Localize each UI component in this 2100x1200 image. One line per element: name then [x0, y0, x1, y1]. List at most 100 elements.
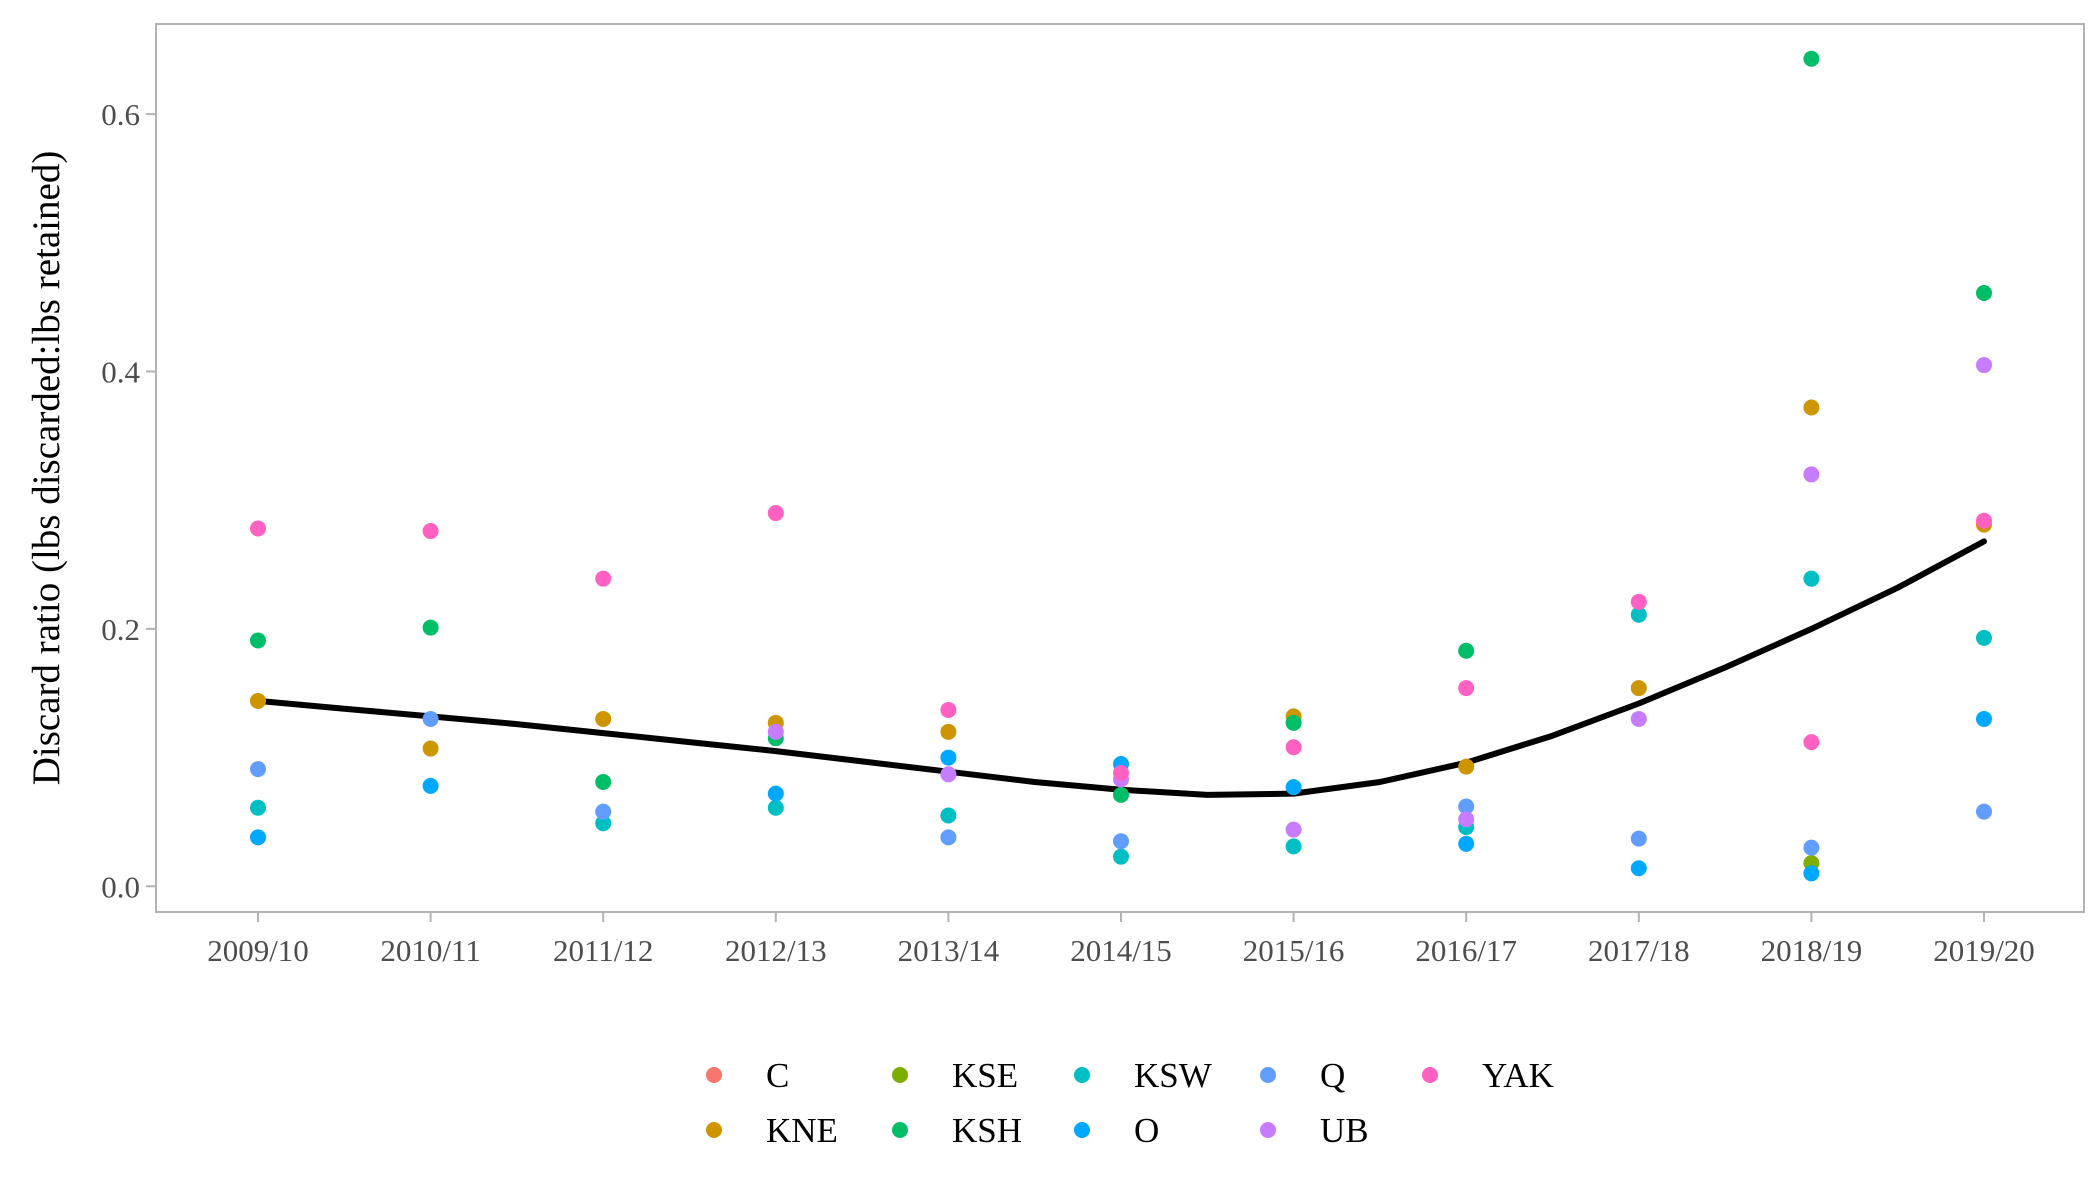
point-ksw — [940, 807, 957, 824]
x-tick-label: 2013/14 — [898, 933, 1000, 968]
point-ksw — [250, 799, 266, 816]
point-ksh — [250, 632, 266, 649]
legend-key — [1260, 1122, 1276, 1138]
legend-label: KSW — [1134, 1056, 1212, 1095]
point-ksh — [1285, 714, 1302, 731]
point-ksh — [595, 774, 612, 791]
x-tick-label: 2010/11 — [380, 933, 480, 968]
point-ksw — [1803, 570, 1820, 587]
point-ksh — [422, 619, 439, 636]
point-ksw — [1630, 606, 1647, 623]
point-o — [1285, 779, 1302, 796]
point-ksw — [1285, 838, 1302, 855]
x-tick-label: 2014/15 — [1070, 933, 1172, 968]
point-ksw — [595, 815, 612, 832]
point-kne — [250, 692, 266, 709]
point-kne — [1803, 399, 1820, 416]
point-o — [1803, 865, 1820, 882]
point-ub — [767, 723, 784, 740]
legend-key — [1074, 1067, 1090, 1083]
legend-label: KSE — [952, 1056, 1018, 1095]
legend-label: C — [766, 1056, 789, 1095]
y-axis: 0.0 0.2 0.4 0.6 — [101, 97, 156, 904]
legend-label: UB — [1320, 1111, 1369, 1150]
point-yak — [1285, 739, 1302, 756]
legend-key — [1260, 1067, 1276, 1083]
point-q — [1458, 798, 1475, 815]
point-q — [1630, 830, 1647, 847]
legend-item-c: C — [706, 1056, 789, 1095]
x-tick-label: 2012/13 — [725, 933, 827, 968]
point-q — [1803, 839, 1820, 856]
point-q — [1976, 803, 1992, 820]
x-tick-label: 2011/12 — [553, 933, 653, 968]
point-o — [422, 777, 439, 794]
point-yak — [1803, 734, 1820, 751]
point-q — [422, 710, 439, 727]
legend-item-yak: YAK — [1422, 1056, 1554, 1095]
legend-item-ub: UB — [1260, 1111, 1369, 1150]
legend-item-o: O — [1074, 1111, 1159, 1150]
y-axis-title: Discard ratio (lbs discarded:lbs retaine… — [25, 151, 68, 786]
point-yak — [767, 505, 784, 522]
y-tick-label: 0.2 — [101, 612, 140, 647]
point-yak — [1458, 680, 1475, 697]
point-yak — [595, 570, 612, 587]
point-kne — [940, 723, 957, 740]
legend-label: O — [1134, 1111, 1159, 1150]
point-q — [595, 803, 612, 820]
point-kne — [1630, 680, 1647, 697]
legend-key — [1074, 1122, 1090, 1138]
legend-key — [892, 1122, 908, 1138]
point-yak — [250, 520, 266, 537]
y-tick-label: 0.6 — [101, 97, 140, 132]
point-q — [250, 761, 266, 778]
point-ksh — [1113, 786, 1129, 803]
legend: C KNE KSE KSH KSW O Q UB YAK — [706, 1056, 1554, 1150]
point-o — [767, 785, 784, 802]
point-ub — [1458, 811, 1475, 828]
point-kne — [595, 710, 612, 727]
legend-item-ksh: KSH — [892, 1111, 1022, 1150]
point-yak — [1976, 512, 1992, 529]
point-q — [940, 829, 957, 846]
point-ub — [1976, 357, 1992, 374]
x-tick-label: 2016/17 — [1415, 933, 1517, 968]
legend-item-kse: KSE — [892, 1056, 1018, 1095]
legend-label: YAK — [1482, 1056, 1554, 1095]
point-kne — [1458, 758, 1475, 775]
point-ksw — [767, 799, 784, 816]
legend-label: KNE — [766, 1111, 838, 1150]
point-o — [1458, 835, 1475, 852]
data-points — [250, 50, 1992, 882]
x-tick-label: 2018/19 — [1761, 933, 1863, 968]
x-tick-label: 2019/20 — [1933, 933, 2035, 968]
point-yak — [1113, 765, 1129, 782]
point-ub — [1630, 710, 1647, 727]
point-kne — [422, 740, 439, 757]
point-ksh — [1458, 642, 1475, 659]
point-o — [940, 749, 957, 766]
x-axis: 2009/10 2010/11 2011/12 2012/13 2013/14 2014/… — [207, 912, 2035, 968]
point-ksw — [1113, 848, 1129, 865]
y-tick-label: 0.4 — [101, 354, 140, 389]
legend-label: Q — [1320, 1056, 1345, 1095]
point-yak — [422, 523, 439, 540]
legend-key — [892, 1067, 908, 1083]
y-tick-label: 0.0 — [101, 869, 140, 904]
legend-key — [1422, 1067, 1438, 1083]
point-yak — [940, 701, 957, 718]
legend-label: KSH — [952, 1111, 1022, 1150]
point-ksh — [1976, 284, 1992, 301]
point-q — [1113, 833, 1129, 850]
point-o — [1630, 860, 1647, 877]
legend-item-q: Q — [1260, 1056, 1345, 1095]
point-ksw — [1976, 629, 1992, 646]
point-yak — [1630, 593, 1647, 610]
point-o — [1976, 710, 1992, 727]
x-tick-label: 2017/18 — [1588, 933, 1690, 968]
point-ksh — [1803, 50, 1820, 67]
point-ub — [1285, 821, 1302, 838]
x-tick-label: 2009/10 — [207, 933, 309, 968]
